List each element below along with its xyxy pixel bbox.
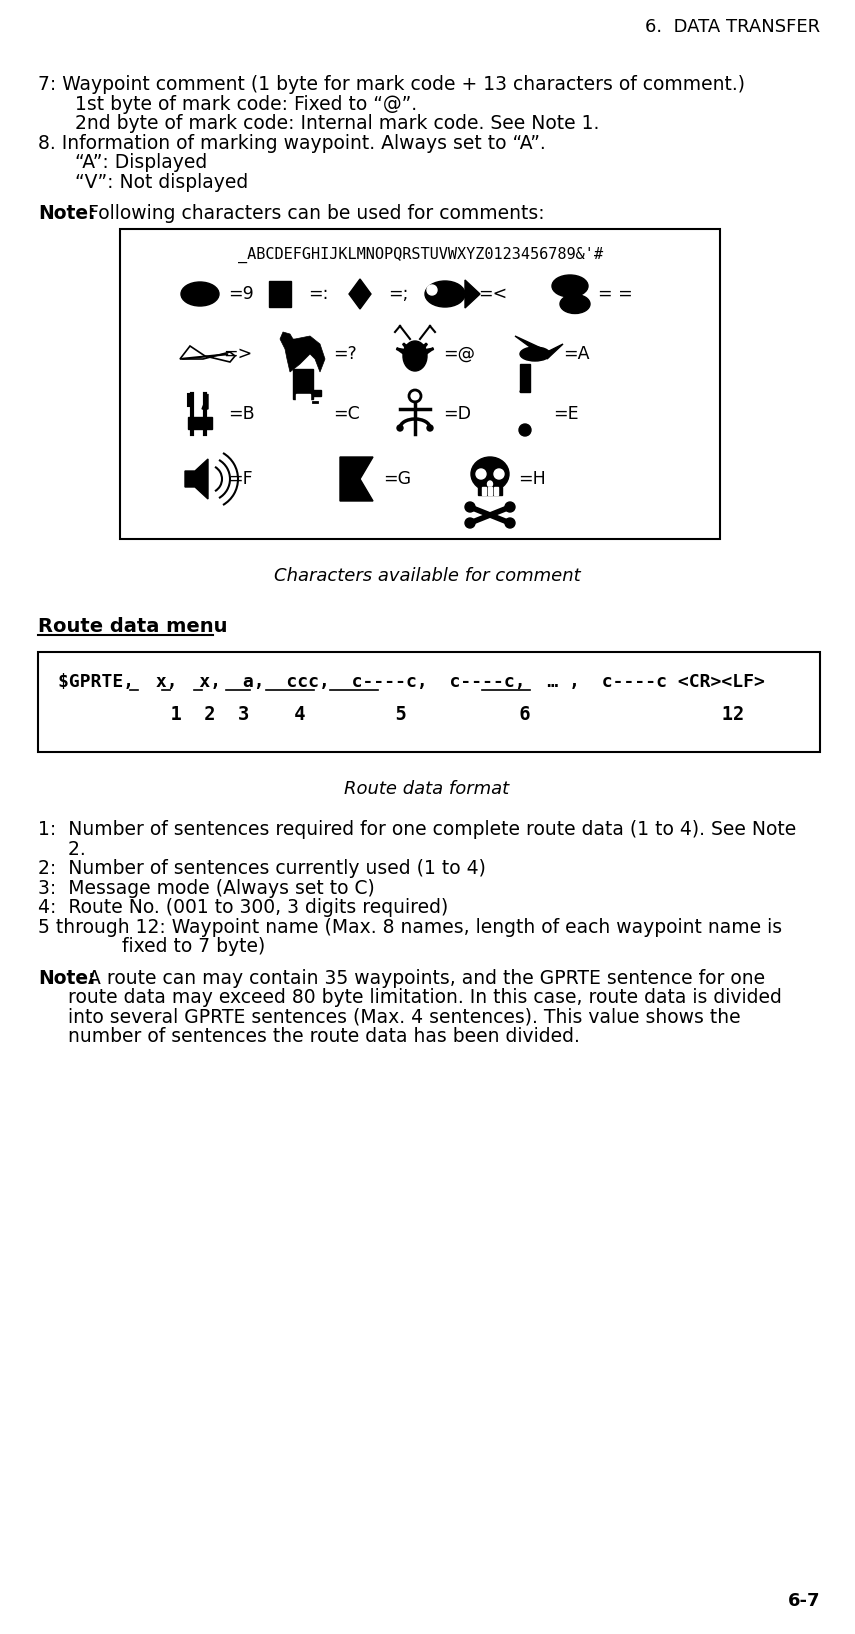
Circle shape xyxy=(427,425,433,431)
Text: fixed to 7 byte): fixed to 7 byte) xyxy=(38,936,265,956)
Text: route data may exceed 80 byte limitation. In this case, route data is divided: route data may exceed 80 byte limitation… xyxy=(38,989,781,1007)
Text: =<: =< xyxy=(478,284,507,302)
Text: =D: =D xyxy=(443,405,471,423)
Text: 3:  Message mode (Always set to C): 3: Message mode (Always set to C) xyxy=(38,879,374,897)
Circle shape xyxy=(505,518,515,528)
Text: “A”: Displayed: “A”: Displayed xyxy=(75,154,207,172)
Text: =;: =; xyxy=(388,284,409,302)
Bar xyxy=(488,487,492,495)
Text: 6-7: 6-7 xyxy=(787,1592,820,1609)
Text: 1:  Number of sentences required for one complete route data (1 to 4). See Note: 1: Number of sentences required for one … xyxy=(38,820,796,838)
Text: A route can may contain 35 waypoints, and the GPRTE sentence for one: A route can may contain 35 waypoints, an… xyxy=(88,969,765,987)
Text: =>: => xyxy=(223,345,252,363)
Polygon shape xyxy=(465,279,480,307)
Ellipse shape xyxy=(181,283,219,306)
Text: Following characters can be used for comments:: Following characters can be used for com… xyxy=(88,204,545,222)
Bar xyxy=(494,487,498,495)
Text: 2nd byte of mark code: Internal mark code. See Note 1.: 2nd byte of mark code: Internal mark cod… xyxy=(75,114,599,132)
Text: =E: =E xyxy=(553,405,579,423)
Ellipse shape xyxy=(425,281,465,307)
Text: =C: =C xyxy=(333,405,360,423)
Text: 2.: 2. xyxy=(38,840,86,858)
Text: Route data menu: Route data menu xyxy=(38,618,227,636)
Polygon shape xyxy=(515,337,543,350)
Text: Note:: Note: xyxy=(38,969,96,987)
Circle shape xyxy=(519,423,531,436)
Text: 5 through 12: Waypoint name (Max. 8 names, length of each waypoint name is: 5 through 12: Waypoint name (Max. 8 name… xyxy=(38,918,782,936)
Text: =F: =F xyxy=(228,471,252,489)
Circle shape xyxy=(505,502,515,511)
Ellipse shape xyxy=(487,480,492,487)
Ellipse shape xyxy=(552,275,588,297)
PathPatch shape xyxy=(280,332,325,373)
Text: =:: =: xyxy=(308,284,328,302)
Ellipse shape xyxy=(476,469,486,479)
Bar xyxy=(478,487,502,495)
Ellipse shape xyxy=(471,458,509,490)
Text: Route data format: Route data format xyxy=(345,779,510,797)
Polygon shape xyxy=(520,384,530,392)
Text: =G: =G xyxy=(383,471,411,489)
Bar xyxy=(188,417,212,430)
Polygon shape xyxy=(185,459,208,498)
Bar xyxy=(313,391,321,395)
Text: 4:  Route No. (001 to 300, 3 digits required): 4: Route No. (001 to 300, 3 digits requi… xyxy=(38,899,448,917)
Bar xyxy=(269,281,291,307)
Text: =?: =? xyxy=(333,345,357,363)
Text: $GPRTE,  x,  x,  a,  ccc,  c----c,  c----c,  … ,  c----c <CR><LF>: $GPRTE, x, x, a, ccc, c----c, c----c, … … xyxy=(58,673,765,691)
Circle shape xyxy=(465,518,475,528)
Text: = =: = = xyxy=(598,284,633,302)
Text: =@: =@ xyxy=(443,345,475,363)
Bar xyxy=(296,394,310,404)
Text: =H: =H xyxy=(518,471,545,489)
Ellipse shape xyxy=(520,346,550,361)
Text: 8. Information of marking waypoint. Always set to “A”.: 8. Information of marking waypoint. Alwa… xyxy=(38,134,545,152)
Text: “V”: Not displayed: “V”: Not displayed xyxy=(75,173,248,191)
Ellipse shape xyxy=(403,342,427,371)
Text: =B: =B xyxy=(228,405,255,423)
Text: Characters available for comment: Characters available for comment xyxy=(274,567,581,585)
Text: 1st byte of mark code: Fixed to “@”.: 1st byte of mark code: Fixed to “@”. xyxy=(75,95,417,113)
Text: 1  2  3    4        5          6                 12: 1 2 3 4 5 6 12 xyxy=(58,704,744,724)
Text: Note:: Note: xyxy=(38,204,96,222)
Polygon shape xyxy=(202,394,208,408)
Ellipse shape xyxy=(560,294,590,314)
Text: 6.  DATA TRANSFER: 6. DATA TRANSFER xyxy=(645,18,820,36)
Ellipse shape xyxy=(427,284,437,296)
Text: number of sentences the route data has been divided.: number of sentences the route data has b… xyxy=(38,1028,580,1046)
Polygon shape xyxy=(547,345,563,359)
Text: =9: =9 xyxy=(228,284,254,302)
Circle shape xyxy=(397,425,403,431)
Text: into several GPRTE sentences (Max. 4 sentences). This value shows the: into several GPRTE sentences (Max. 4 sen… xyxy=(38,1008,740,1026)
Text: 7: Waypoint comment (1 byte for mark code + 13 characters of comment.): 7: Waypoint comment (1 byte for mark cod… xyxy=(38,75,745,95)
Ellipse shape xyxy=(494,469,504,479)
Bar xyxy=(482,487,486,495)
Bar xyxy=(520,364,530,392)
Text: 2:  Number of sentences currently used (1 to 4): 2: Number of sentences currently used (1… xyxy=(38,859,486,877)
Text: =A: =A xyxy=(563,345,589,363)
Polygon shape xyxy=(340,458,373,502)
Circle shape xyxy=(465,502,475,511)
Text: _ABCDEFGHIJKLMNOPQRSTUVWXYZ0123456789&'#: _ABCDEFGHIJKLMNOPQRSTUVWXYZ0123456789&'# xyxy=(238,247,603,263)
Polygon shape xyxy=(349,279,371,309)
Bar xyxy=(293,369,313,399)
